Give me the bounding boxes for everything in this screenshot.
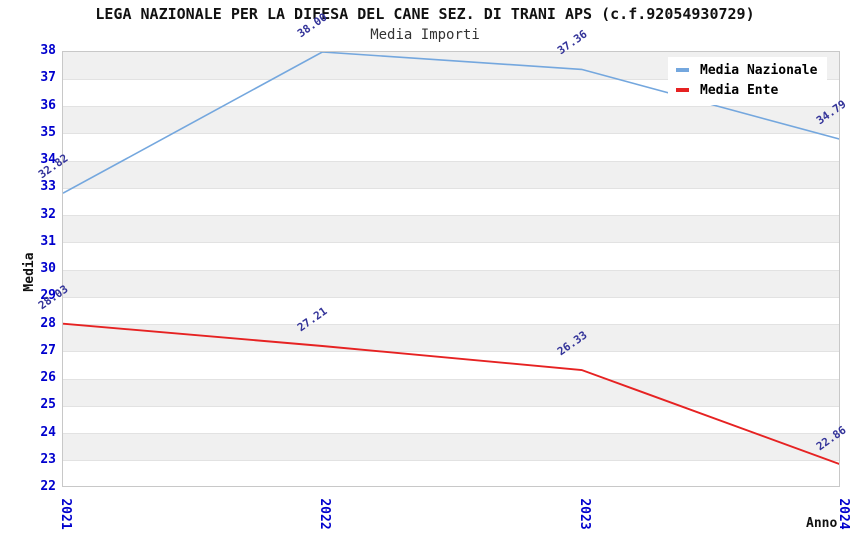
gridline xyxy=(63,296,839,298)
gridline xyxy=(63,269,839,271)
grid-band xyxy=(63,215,839,243)
line-swatch-icon xyxy=(676,68,689,72)
y-tick-label: 23 xyxy=(40,451,56,467)
y-tick-label: 35 xyxy=(40,124,56,140)
y-tick-label: 25 xyxy=(40,397,56,413)
x-tick-label: 2023 xyxy=(576,498,592,530)
gridline xyxy=(63,405,839,407)
gridline xyxy=(63,187,839,189)
legend-entry-media-ente: Media Ente xyxy=(676,80,817,100)
plot-area xyxy=(62,51,840,487)
gridline xyxy=(63,433,839,434)
gridline xyxy=(63,133,839,135)
legend-label: Media Nazionale xyxy=(700,62,818,78)
legend-label: Media Ente xyxy=(700,82,779,98)
gridline xyxy=(63,351,839,353)
legend: Media Nazionale Media Ente xyxy=(668,57,828,105)
grid-band xyxy=(63,106,839,134)
y-tick-label: 24 xyxy=(40,424,56,440)
y-tick-label: 22 xyxy=(40,479,56,494)
gridline xyxy=(63,324,839,325)
y-tick-label: 29 xyxy=(40,288,56,304)
chart-title: LEGA NAZIONALE PER LA DIFESA DEL CANE SE… xyxy=(95,5,755,23)
x-axis-label: Anno xyxy=(806,516,838,531)
y-tick-label: 26 xyxy=(40,370,56,385)
grid-band xyxy=(63,270,839,298)
grid-band xyxy=(63,379,839,407)
x-tick-label: 2024 xyxy=(836,498,850,530)
x-tick-label: 2022 xyxy=(317,498,333,530)
gridline xyxy=(63,242,839,244)
y-tick-label: 33 xyxy=(40,179,56,195)
gridline xyxy=(63,460,839,462)
gridline xyxy=(63,78,839,80)
y-tick-label: 36 xyxy=(40,97,56,113)
y-tick-label: 37 xyxy=(40,70,56,86)
y-tick-label: 28 xyxy=(40,315,56,331)
y-tick-label: 34 xyxy=(40,152,56,167)
y-tick-label: 30 xyxy=(40,261,56,276)
series-line xyxy=(63,322,839,465)
grid-band xyxy=(63,161,839,189)
gridline xyxy=(63,160,839,162)
line-swatch-icon xyxy=(676,88,689,92)
series-lines xyxy=(63,52,839,465)
gridline xyxy=(63,215,839,216)
y-tick-label: 27 xyxy=(40,342,56,358)
y-tick-label: 32 xyxy=(40,206,56,222)
gridline xyxy=(63,378,839,380)
gridline xyxy=(63,106,839,107)
y-tick-label: 38 xyxy=(40,43,56,58)
chart-subtitle: Media Importi xyxy=(370,27,480,43)
grid-band xyxy=(63,324,839,352)
y-tick-label: 31 xyxy=(40,233,56,249)
grid-band xyxy=(63,433,839,461)
legend-entry-media-nazionale: Media Nazionale xyxy=(676,60,817,80)
x-tick-label: 2021 xyxy=(58,498,73,530)
